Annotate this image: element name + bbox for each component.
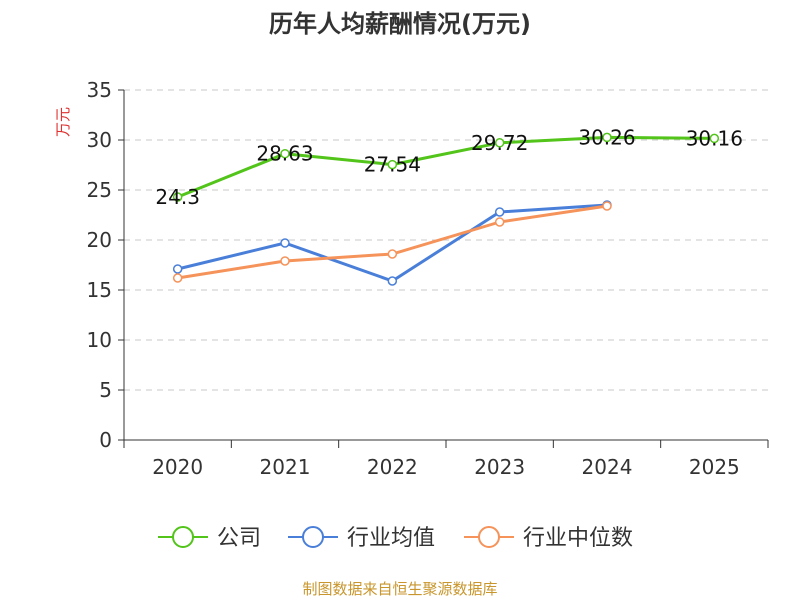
data-point — [387, 159, 398, 170]
data-point — [387, 276, 398, 286]
data-point — [387, 249, 398, 259]
data-point — [709, 133, 720, 144]
data-point — [280, 148, 290, 159]
y-tick-label: 0 — [99, 428, 112, 452]
x-tick-label: 2020 — [152, 455, 203, 479]
data-label: 30.16 — [686, 126, 743, 150]
source-note: 制图数据来自恒生聚源数据库 — [302, 580, 498, 598]
chart-title: 历年人均薪酬情况(万元) — [269, 10, 531, 38]
legend-label: 行业均值 — [347, 526, 435, 551]
data-point — [172, 273, 183, 283]
data-label: 24.3 — [155, 185, 200, 209]
y-tick-label: 25 — [87, 178, 112, 202]
y-tick-label: 10 — [87, 328, 112, 352]
y-tick-label: 20 — [87, 228, 112, 252]
data-point — [172, 192, 183, 202]
y-tick-label: 30 — [87, 128, 112, 152]
series-line-0 — [177, 135, 715, 199]
legend-marker — [172, 526, 194, 548]
y-axis-label: 万元 — [54, 107, 72, 137]
legend-label: 公司 — [217, 526, 261, 551]
data-point — [280, 256, 290, 266]
x-tick-label: 2022 — [367, 455, 418, 479]
data-point — [280, 238, 290, 248]
data-point — [602, 132, 612, 143]
legend-label: 行业中位数 — [523, 526, 633, 551]
data-point — [494, 138, 505, 148]
y-tick-label: 15 — [87, 278, 112, 302]
y-tick-label: 35 — [87, 78, 112, 102]
x-tick-label: 2024 — [582, 455, 633, 479]
data-label: 27.54 — [364, 153, 421, 177]
legend-marker — [478, 526, 500, 548]
data-point — [494, 217, 505, 227]
data-label: 28.63 — [256, 142, 313, 166]
series-line-2 — [177, 204, 608, 280]
data-label: 30.26 — [578, 125, 635, 149]
data-point — [494, 207, 505, 217]
y-tick-label: 5 — [99, 378, 112, 402]
x-tick-label: 2025 — [689, 455, 740, 479]
data-point — [602, 201, 612, 211]
x-tick-label: 2023 — [474, 455, 525, 479]
x-tick-label: 2021 — [260, 455, 311, 479]
data-point — [172, 264, 183, 274]
data-label: 29.72 — [471, 131, 528, 155]
legend-marker — [302, 526, 324, 548]
